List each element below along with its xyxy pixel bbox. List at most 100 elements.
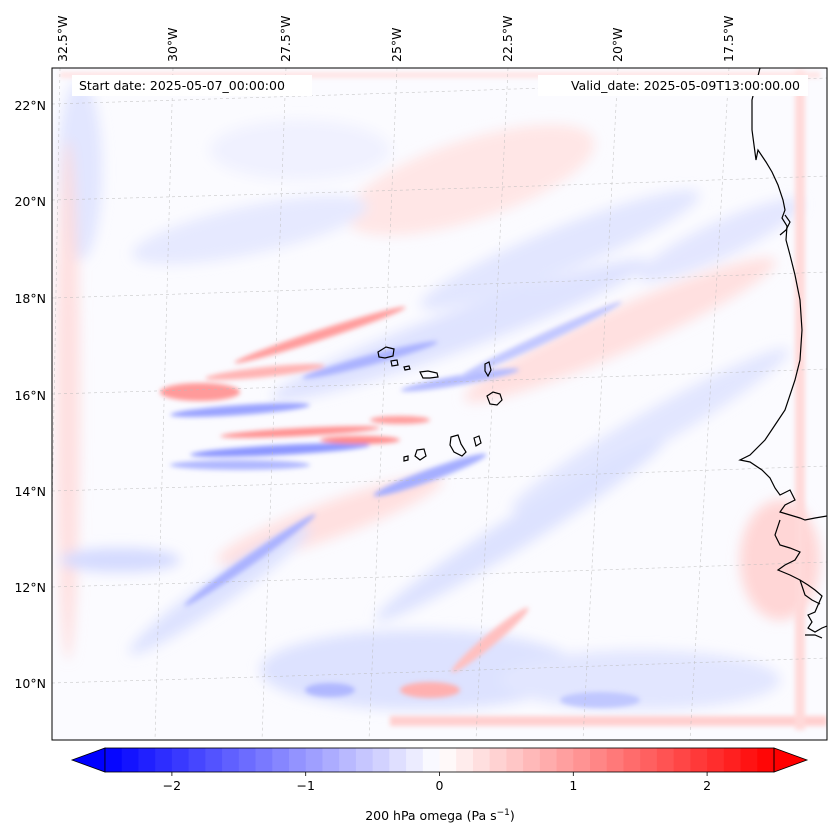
island-sao-vicente xyxy=(390,359,399,367)
lon-label-17.5W: 17.5°W xyxy=(721,16,736,62)
lat-label-18N: 18°N xyxy=(14,291,46,306)
colorbar-step xyxy=(590,748,608,772)
colorbar-steps xyxy=(105,748,775,772)
island-santiago xyxy=(449,434,467,457)
island-maio xyxy=(473,435,482,447)
colorbar-step xyxy=(105,748,123,772)
lat-label-20N: 20°N xyxy=(14,194,46,209)
coastline-africa xyxy=(738,68,827,639)
colorbar-step xyxy=(439,748,457,772)
boundary-artifacts xyxy=(60,70,827,730)
colorbar-step xyxy=(205,748,223,772)
colorbar-step xyxy=(406,748,424,772)
parallel-18N xyxy=(52,271,827,299)
colorbar-step xyxy=(556,748,574,772)
colorbar-step xyxy=(707,748,725,772)
lat-label-12N: 12°N xyxy=(14,580,46,595)
colorbar-step xyxy=(573,748,591,772)
colorbar-step xyxy=(272,748,290,772)
colorbar-step xyxy=(121,748,140,772)
colorbar-step xyxy=(539,748,558,772)
colorbar-step xyxy=(456,748,474,772)
colorbar-extend-low xyxy=(70,747,106,773)
colorbar-step xyxy=(171,748,190,772)
meridian-32.5W xyxy=(52,68,61,533)
parallel-16N xyxy=(52,368,827,395)
meridian-17.5W xyxy=(689,68,730,740)
colorbar-step xyxy=(305,748,324,772)
colorbar-step xyxy=(339,748,357,772)
colorbar-step xyxy=(740,748,758,772)
lat-label-22N: 22°N xyxy=(14,98,46,113)
lat-label-10N: 10°N xyxy=(14,676,46,691)
colorbar-step xyxy=(138,748,156,772)
start-date-box xyxy=(72,75,312,96)
parallel-10N xyxy=(52,657,827,684)
colorbar-step xyxy=(288,748,307,772)
island-fogo xyxy=(414,448,427,461)
lon-label-20W: 20°W xyxy=(610,27,625,62)
parallel-22N xyxy=(52,77,827,105)
lat-label-16N: 16°N xyxy=(14,388,46,403)
colorbar-step xyxy=(606,748,625,772)
island-santo-antao xyxy=(377,346,395,359)
parallel-12N xyxy=(52,561,827,588)
colorbar-step xyxy=(690,748,708,772)
graticule xyxy=(52,68,827,740)
meridian-27.5W xyxy=(261,68,287,740)
meridian-30W xyxy=(154,68,174,740)
parallel-14N xyxy=(52,465,827,492)
cape-verde-islands xyxy=(377,346,503,462)
lon-label-32.5W: 32.5°W xyxy=(55,16,70,62)
lon-label-22.5W: 22.5°W xyxy=(500,16,515,62)
colorbar-step xyxy=(188,748,206,772)
colorbar-step xyxy=(238,748,257,772)
island-sal xyxy=(484,361,492,378)
island-boa-vista xyxy=(486,391,503,406)
map-frame xyxy=(51,67,828,741)
colorbar-step xyxy=(523,748,541,772)
meridian-25W xyxy=(368,68,398,740)
parallel-20N xyxy=(52,175,827,201)
island-santa-luzia xyxy=(403,365,411,371)
colorbar-step xyxy=(489,748,507,772)
colorbar-step xyxy=(673,748,691,772)
colorbar-step xyxy=(422,748,441,772)
start-date-label: Start date: 2025-05-07_00:00:00 xyxy=(79,78,285,93)
island-sao-nicolau xyxy=(419,370,439,379)
colorbar-step xyxy=(723,748,742,772)
colorbar-step xyxy=(255,748,273,772)
colorbar-step xyxy=(656,748,675,772)
omega-streaks xyxy=(160,301,640,708)
colorbar-step xyxy=(155,748,173,772)
colorbar-step xyxy=(623,748,641,772)
colorbar-step xyxy=(757,748,775,772)
valid-date-label: Valid_date: 2025-05-09T13:00:00.00 xyxy=(571,78,800,93)
island-brava xyxy=(403,455,409,462)
colorbar-tick-label: 1 xyxy=(569,778,577,793)
lon-label-25W: 25°W xyxy=(389,27,404,62)
longitude-labels: 32.5°W 30°W 27.5°W 25°W 22.5°W 20°W 17.5… xyxy=(55,16,736,62)
colorbar-step xyxy=(506,748,524,772)
lon-label-30W: 30°W xyxy=(165,27,180,62)
colorbar-step xyxy=(322,748,340,772)
lon-label-27.5W: 27.5°W xyxy=(278,16,293,62)
colorbar-step xyxy=(355,748,374,772)
meridian-20W xyxy=(582,68,619,740)
colorbar-label: 200 hPa omega (Pa s−1) xyxy=(365,808,515,823)
latitude-labels: 22°N 20°N 18°N 16°N 14°N 12°N 10°N xyxy=(14,98,46,691)
valid-date-box xyxy=(538,75,808,96)
colorbar-ticks: −2 −1 0 1 2 xyxy=(163,772,711,793)
colorbar-tick-label: −1 xyxy=(296,778,314,793)
colorbar-tick-label: 0 xyxy=(436,778,444,793)
colorbar-step xyxy=(389,748,407,772)
lat-label-14N: 14°N xyxy=(14,484,46,499)
colorbar-step xyxy=(222,748,240,772)
colorbar-tick-label: 2 xyxy=(703,778,711,793)
colorbar-step xyxy=(372,748,390,772)
colorbar-step xyxy=(472,748,491,772)
colorbar-tick-label: −2 xyxy=(163,778,181,793)
map-panel xyxy=(52,68,827,740)
colorbar: −2 −1 0 1 2 200 hPa omega (Pa s−1) xyxy=(70,747,809,823)
